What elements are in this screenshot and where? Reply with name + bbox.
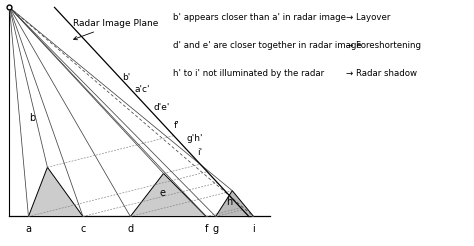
Polygon shape (28, 167, 83, 216)
Text: f': f' (173, 121, 179, 130)
Text: a'c': a'c' (134, 85, 150, 94)
Text: b: b (29, 113, 36, 123)
Text: h' to i' not illuminated by the radar: h' to i' not illuminated by the radar (173, 69, 324, 78)
Polygon shape (130, 173, 206, 216)
Text: e: e (160, 188, 165, 198)
Text: h: h (226, 197, 233, 207)
Text: → Foreshortening: → Foreshortening (346, 41, 421, 50)
Text: i': i' (197, 148, 202, 157)
Text: d' and e' are closer together in radar image: d' and e' are closer together in radar i… (173, 41, 362, 50)
Text: g: g (213, 224, 219, 234)
Text: → Layover: → Layover (346, 13, 391, 22)
Text: g'h': g'h' (186, 135, 203, 143)
Text: f: f (204, 224, 208, 234)
Text: a: a (26, 224, 31, 234)
Text: → Radar shadow: → Radar shadow (346, 69, 417, 78)
Polygon shape (216, 191, 254, 216)
Text: d'e': d'e' (153, 103, 170, 111)
Text: Radar Image Plane: Radar Image Plane (73, 19, 159, 40)
Text: i: i (252, 224, 255, 234)
Text: c: c (80, 224, 86, 234)
Text: d: d (128, 224, 133, 234)
Text: b': b' (122, 73, 130, 82)
Text: b' appears closer than a' in radar image: b' appears closer than a' in radar image (173, 13, 346, 22)
